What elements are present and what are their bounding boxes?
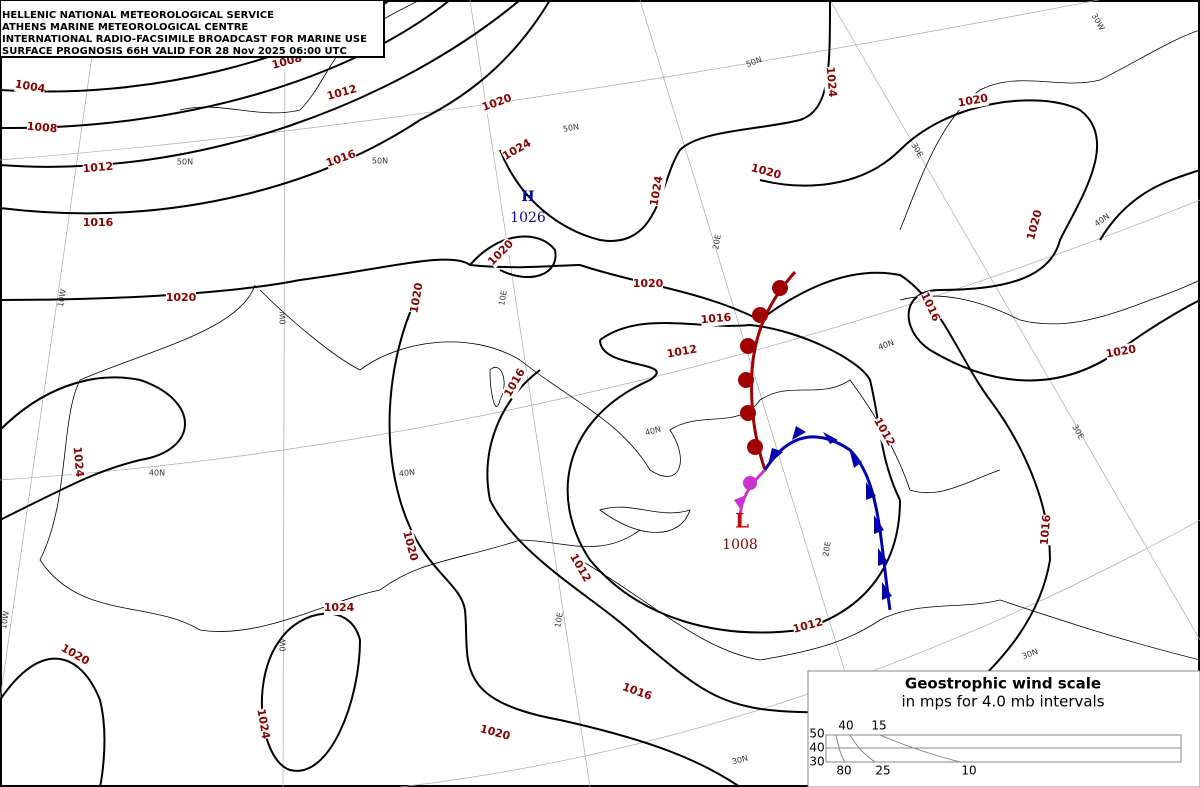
wind-scale [807, 670, 1200, 787]
header-box: HELLENIC NATIONAL METEOROLOGICAL SERVICE… [0, 0, 385, 58]
isobar-label-bg [870, 415, 898, 449]
isobar-label-bg [501, 366, 529, 400]
isobar-label-bg [485, 237, 517, 269]
isobar-label: 1020 [957, 91, 990, 109]
wind-scale-subtitle: in mps for 4.0 mb intervals [901, 693, 1104, 711]
graticule-label: 10W [56, 288, 68, 307]
isobar-label-bg [1024, 208, 1046, 242]
isobar-label-bg [69, 446, 87, 478]
header-line: INTERNATIONAL RADIO-FACSIMILE BROADCAST … [2, 34, 367, 45]
isobar-label-bg [917, 290, 943, 324]
isobar-label-bg [26, 119, 58, 137]
latitude-label: 30 [809, 755, 824, 769]
graticule-label: 50N [562, 122, 579, 134]
isobar-label-bg [407, 282, 427, 314]
occluded-symbol [734, 495, 746, 510]
isobar-label-bg [647, 175, 667, 207]
header-line: ATHENS MARINE METEOROLOGICAL CENTRE [2, 22, 248, 33]
isobar-label: 1024 [324, 601, 355, 614]
isobar-label-bg [478, 722, 512, 744]
speed-label: 40 [838, 719, 853, 733]
isobar-label-bg [666, 342, 698, 362]
isobar-label-bg [749, 161, 783, 183]
isobar-label-bg [82, 159, 114, 177]
pressure-center-letter: L [735, 509, 749, 533]
isobar-label: 1020 [1105, 342, 1138, 360]
speed-label: 10 [961, 764, 976, 778]
isobar-label-bg [324, 601, 354, 615]
speed-label: 15 [871, 719, 886, 733]
header-line: SURFACE PROGNOSIS 66H VALID FOR 28 Nov 2… [2, 46, 347, 57]
graticule-label: 40N [399, 468, 416, 478]
isobar-label: 1012 [82, 160, 114, 176]
fronts [734, 271, 892, 611]
isobar-label: 1020 [166, 291, 197, 304]
occluded-symbol [743, 476, 757, 490]
isobar-label: 1012 [666, 342, 698, 360]
isobar-label: 1020 [633, 277, 664, 290]
pressure-center-value: 1008 [722, 537, 758, 553]
graticule-label: 10E [497, 290, 509, 307]
graticule-label: 0W [279, 638, 288, 651]
isobar-label-bg [480, 91, 514, 115]
isobar-label: 1024 [71, 446, 87, 478]
latitude-label: 40 [809, 741, 824, 755]
graticule-label: 20E [711, 234, 723, 251]
isobar-label-bg [822, 66, 840, 98]
latitude-label: 50 [809, 727, 824, 741]
isobar-label: 1016 [83, 216, 114, 229]
graticule-label: 50N [177, 158, 193, 167]
cold-front [763, 435, 892, 611]
isobar-label-bg [957, 91, 989, 111]
isobar-label: 1004 [14, 77, 47, 95]
graticule-label: 10E [553, 612, 565, 629]
isobar-label: 1024 [824, 66, 840, 98]
pressure-center-letter: H [521, 189, 534, 205]
isobar-label: 1020 [407, 281, 425, 314]
warm-front-symbols [738, 280, 788, 455]
isobar-label-bg [566, 551, 594, 585]
isobar-label-bg [324, 147, 358, 171]
isobar-label-bg [83, 216, 113, 230]
isobar-label-bg [620, 680, 654, 704]
graticule-label: 10W [0, 610, 11, 629]
isobar-label-bg [253, 708, 273, 740]
speed-label: 25 [875, 764, 890, 778]
cold-front-symbols [768, 426, 892, 600]
wind-scale-title: Geostrophic wind scale [905, 675, 1101, 693]
graticule-label: 50N [372, 157, 388, 166]
graticule-label: 40N [149, 469, 165, 478]
isobar-label: 1024 [254, 708, 272, 741]
isobar-label-bg [500, 136, 534, 164]
isobar-label: 1016 [700, 311, 732, 327]
isobar-label-bg [1105, 342, 1137, 362]
header-line: HELLENIC NATIONAL METEOROLOGICAL SERVICE [2, 10, 274, 21]
graticule-label: 20E [821, 541, 833, 558]
isobar-label-bg [399, 529, 421, 563]
isobar-label-bg [325, 82, 359, 104]
graticule-label: 30N [731, 754, 749, 767]
graticule-label: 40N [644, 425, 662, 438]
pressure-center-value: 1026 [510, 210, 546, 226]
isobar-label-bg [633, 277, 663, 291]
isobar-label-bg [58, 641, 92, 669]
isobar-label-bg [700, 310, 732, 328]
isobar-label: 1016 [1038, 514, 1054, 546]
isobar-label-bg [14, 77, 46, 97]
graticule-label: 0W [279, 311, 288, 324]
isobar-label-bg [166, 291, 196, 305]
isobar-label: 1008 [26, 120, 58, 136]
isobar-label-bg [791, 615, 825, 637]
isobar-label-bg [1037, 514, 1055, 546]
isobar-label: 1024 [647, 174, 665, 207]
speed-label: 80 [836, 764, 851, 778]
